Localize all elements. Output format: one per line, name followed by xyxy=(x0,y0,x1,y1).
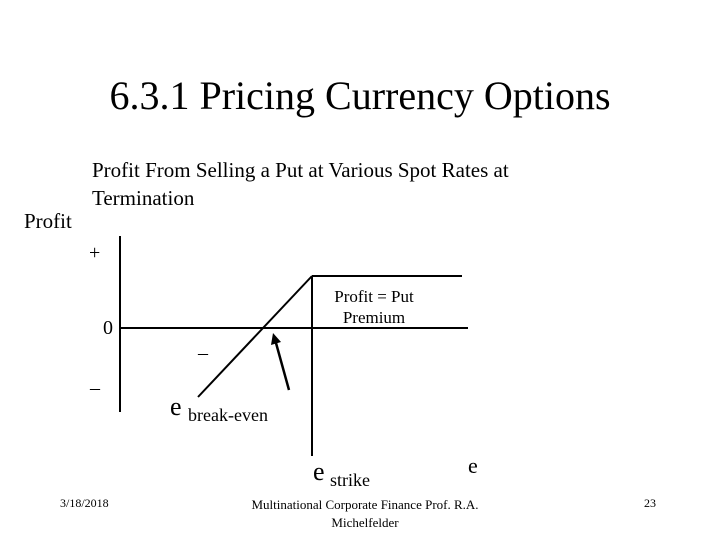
y-plus-label: + xyxy=(89,242,101,264)
footer-author: Multinational Corporate Finance Prof. R.… xyxy=(251,497,479,530)
footer-date: 3/18/2018 xyxy=(60,496,109,510)
mid-minus-label: – xyxy=(198,342,208,364)
y-axis-label: Profit xyxy=(24,209,72,233)
x-axis-label: e xyxy=(468,453,478,478)
breakeven-e-label: e xyxy=(170,392,182,421)
footer-page-number: 23 xyxy=(644,496,656,510)
y-minus-label: – xyxy=(90,377,100,399)
y-zero-label: 0 xyxy=(103,317,113,339)
payoff-sloped-segment xyxy=(197,275,313,398)
strike-subscript: strike xyxy=(330,470,370,490)
strike-pointer-arrow xyxy=(274,342,291,391)
profit-premium-label: Profit = Put Premium xyxy=(334,287,414,327)
diagram-subtitle: Profit From Selling a Put at Various Spo… xyxy=(92,158,509,210)
slide-title: 6.3.1 Pricing Currency Options xyxy=(109,73,611,118)
breakeven-subscript: break-even xyxy=(188,405,268,425)
strike-e-label: e xyxy=(313,457,325,486)
strike-pointer-arrowhead xyxy=(271,333,281,345)
